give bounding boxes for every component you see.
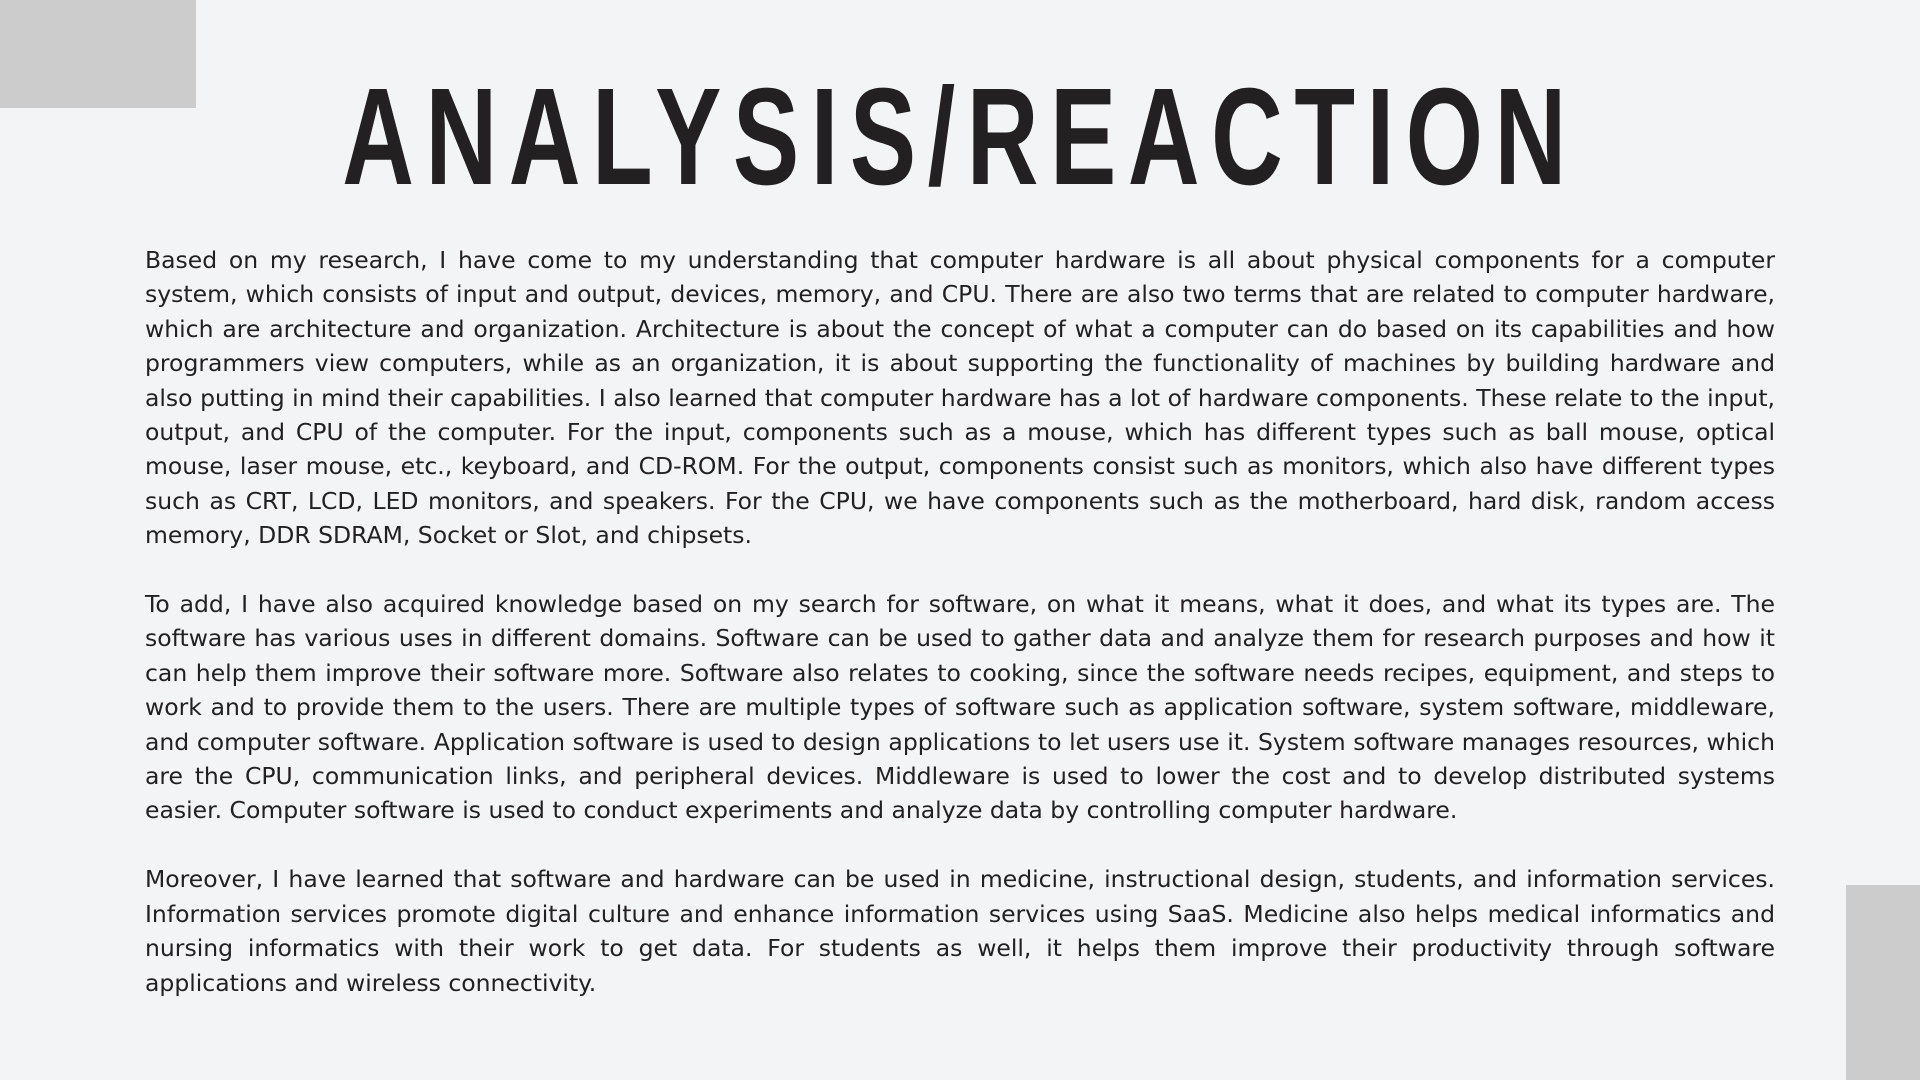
paragraph-hardware: Based on my research, I have come to my …	[145, 246, 1775, 550]
paragraph-software: To add, I have also acquired knowledge b…	[145, 590, 1775, 825]
page-title: ANALYSIS/REACTION	[342, 60, 1578, 214]
decorative-corner-block-top-left	[0, 0, 196, 108]
body-text: Based on my research, I have come to my …	[145, 243, 1775, 1000]
decorative-corner-block-bottom-right	[1846, 885, 1920, 1080]
paragraph-applications: Moreover, I have learned that software a…	[145, 865, 1775, 997]
